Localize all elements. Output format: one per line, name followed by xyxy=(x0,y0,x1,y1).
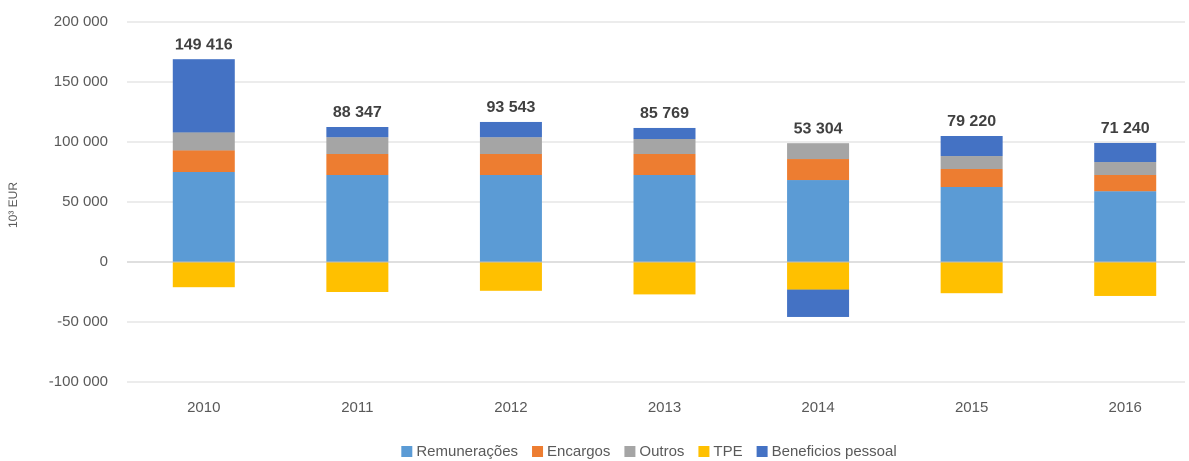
bar-segment xyxy=(787,180,850,262)
bar-segment xyxy=(326,262,389,292)
x-tick-label: 2015 xyxy=(955,399,988,416)
bar-segment xyxy=(940,169,1003,187)
bar-segment xyxy=(787,159,850,181)
total-label: 88 347 xyxy=(333,104,382,121)
bar-segment xyxy=(633,175,696,262)
legend-swatch xyxy=(698,446,710,457)
y-tick-label: 100 000 xyxy=(54,133,108,150)
bar-segment xyxy=(633,262,696,295)
total-label: 85 769 xyxy=(640,105,689,122)
y-tick-label: 50 000 xyxy=(62,193,108,210)
bar-segment xyxy=(940,136,1003,157)
bar-segment xyxy=(326,137,389,154)
y-tick-label: -50 000 xyxy=(57,313,108,330)
bar-segment xyxy=(940,187,1003,262)
bar-segment xyxy=(172,262,235,288)
total-label: 149 416 xyxy=(175,36,233,53)
legend-swatch xyxy=(532,446,544,457)
bar-segment xyxy=(940,156,1003,169)
y-tick-label: 150 000 xyxy=(54,73,108,90)
bar-segment xyxy=(633,154,696,175)
bar-segment xyxy=(633,139,696,154)
bar-segment xyxy=(172,132,235,151)
total-label: 53 304 xyxy=(794,120,843,137)
y-tick-label: 0 xyxy=(100,253,108,270)
y-tick-label: 200 000 xyxy=(54,13,108,30)
legend-label: Remunerações xyxy=(416,443,518,460)
bar-segment xyxy=(787,143,850,160)
bar-segment xyxy=(326,154,389,175)
bar-segment xyxy=(172,172,235,262)
total-label: 71 240 xyxy=(1101,120,1150,137)
bar-segment xyxy=(479,121,542,138)
legend-swatch xyxy=(756,446,768,457)
x-tick-label: 2013 xyxy=(648,399,681,416)
bar-segment xyxy=(1094,191,1157,262)
bar-segment xyxy=(1094,142,1157,163)
bar-segment xyxy=(787,289,850,317)
legend-label: Beneficios pessoal xyxy=(772,443,897,460)
bar-segment xyxy=(172,59,235,133)
legend-swatch xyxy=(624,446,636,457)
total-label: 79 220 xyxy=(947,113,996,130)
bar-segment xyxy=(1094,262,1157,296)
x-tick-label: 2016 xyxy=(1109,399,1142,416)
legend-label: TPE xyxy=(713,443,742,460)
bar-segment xyxy=(1094,175,1157,192)
bar-segment xyxy=(172,150,235,172)
y-tick-label: -100 000 xyxy=(49,373,108,390)
legend-swatch xyxy=(401,446,413,457)
bar-segment xyxy=(479,137,542,154)
total-label: 93 543 xyxy=(486,99,535,116)
bar-segment xyxy=(633,127,696,139)
x-tick-label: 2011 xyxy=(341,399,373,416)
bar-segment xyxy=(787,262,850,290)
bar-segment xyxy=(479,262,542,291)
legend-label: Encargos xyxy=(547,443,610,460)
bar-segment xyxy=(479,175,542,262)
legend-label: Outros xyxy=(639,443,684,460)
bar-segment xyxy=(1094,162,1157,175)
bar-segment xyxy=(326,175,389,262)
x-tick-label: 2014 xyxy=(801,399,834,416)
bar-segment xyxy=(479,154,542,175)
x-tick-label: 2010 xyxy=(187,399,220,416)
bar-segment xyxy=(940,262,1003,294)
y-axis-label: 10³ EUR xyxy=(6,182,20,228)
bar-segment xyxy=(326,127,389,138)
x-tick-label: 2012 xyxy=(494,399,527,416)
